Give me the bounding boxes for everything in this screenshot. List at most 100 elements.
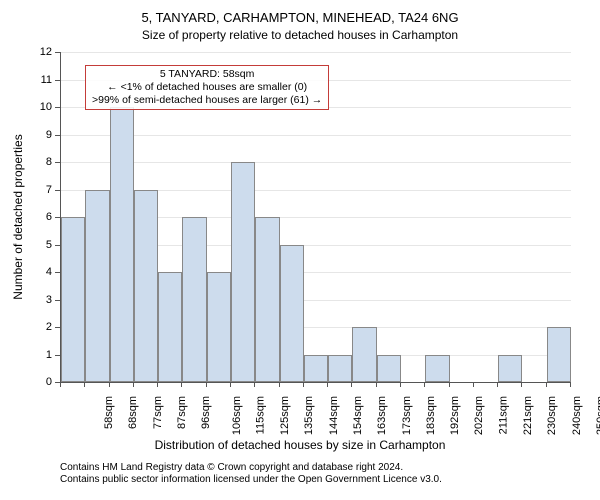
histogram-bar (231, 162, 255, 382)
x-tick-mark (303, 382, 304, 387)
x-tick-mark (424, 382, 425, 387)
chart-subtitle: Size of property relative to detached ho… (0, 28, 600, 42)
x-tick-label: 77sqm (152, 396, 164, 429)
histogram-bar (61, 217, 85, 382)
y-tick-mark (55, 355, 60, 356)
y-tick-mark (55, 327, 60, 328)
y-tick-mark (55, 272, 60, 273)
x-tick-mark (60, 382, 61, 387)
footer-text: Contains HM Land Registry data © Crown c… (60, 462, 442, 486)
y-tick-mark (55, 162, 60, 163)
histogram-bar (110, 107, 134, 382)
x-tick-label: 154sqm (352, 396, 364, 435)
x-tick-mark (327, 382, 328, 387)
x-tick-mark (473, 382, 474, 387)
y-tick-mark (55, 217, 60, 218)
annotation-line-2: ← <1% of detached houses are smaller (0) (92, 81, 322, 94)
y-tick-mark (55, 245, 60, 246)
histogram-bar (328, 355, 352, 383)
x-tick-mark (181, 382, 182, 387)
y-axis-title: Number of detached properties (11, 134, 25, 299)
x-tick-mark (449, 382, 450, 387)
x-tick-mark (230, 382, 231, 387)
x-tick-label: 58sqm (103, 396, 115, 429)
histogram-bar (547, 327, 571, 382)
x-tick-mark (351, 382, 352, 387)
x-tick-mark (206, 382, 207, 387)
histogram-bar (304, 355, 328, 383)
y-tick-label: 5 (34, 239, 52, 251)
y-tick-label: 2 (34, 321, 52, 333)
histogram-bar (182, 217, 206, 382)
x-tick-label: 96sqm (200, 396, 212, 429)
x-tick-label: 115sqm (254, 396, 266, 434)
x-tick-mark (497, 382, 498, 387)
y-tick-label: 6 (34, 211, 52, 223)
histogram-bar (352, 327, 376, 382)
chart-frame: 5, TANYARD, CARHAMPTON, MINEHEAD, TA24 6… (0, 0, 600, 500)
x-tick-label: 125sqm (279, 396, 291, 435)
x-tick-mark (570, 382, 571, 387)
annotation-box: 5 TANYARD: 58sqm ← <1% of detached house… (85, 65, 329, 110)
x-tick-mark (254, 382, 255, 387)
y-tick-label: 4 (34, 266, 52, 278)
histogram-bar (207, 272, 231, 382)
histogram-bar (498, 355, 522, 383)
y-tick-label: 11 (34, 74, 52, 86)
x-tick-mark (279, 382, 280, 387)
histogram-bar (134, 190, 158, 383)
x-tick-label: 221sqm (522, 396, 534, 435)
x-tick-mark (546, 382, 547, 387)
x-tick-label: 144sqm (328, 396, 340, 435)
x-tick-label: 183sqm (425, 396, 437, 435)
x-tick-label: 173sqm (401, 396, 413, 435)
histogram-bar (255, 217, 279, 382)
x-tick-mark (521, 382, 522, 387)
footer-line-1: Contains HM Land Registry data © Crown c… (60, 462, 442, 474)
x-tick-mark (133, 382, 134, 387)
y-tick-label: 9 (34, 129, 52, 141)
x-tick-label: 106sqm (231, 396, 243, 435)
x-tick-mark (376, 382, 377, 387)
y-tick-label: 7 (34, 184, 52, 196)
x-tick-label: 87sqm (176, 396, 188, 429)
histogram-bar (377, 355, 401, 383)
y-tick-mark (55, 190, 60, 191)
histogram-bar (280, 245, 304, 383)
x-tick-label: 240sqm (571, 396, 583, 435)
y-tick-mark (55, 300, 60, 301)
y-tick-label: 0 (34, 376, 52, 388)
gridline (61, 162, 571, 163)
x-tick-label: 192sqm (449, 396, 461, 435)
histogram-bar (158, 272, 182, 382)
x-tick-label: 135sqm (304, 396, 316, 435)
histogram-bar (425, 355, 449, 383)
y-tick-label: 3 (34, 294, 52, 306)
annotation-line-1: 5 TANYARD: 58sqm (92, 68, 322, 81)
x-tick-mark (109, 382, 110, 387)
y-tick-mark (55, 135, 60, 136)
x-tick-label: 230sqm (546, 396, 558, 435)
y-tick-mark (55, 107, 60, 108)
y-tick-label: 12 (34, 46, 52, 58)
y-tick-label: 10 (34, 101, 52, 113)
x-tick-label: 211sqm (497, 396, 509, 434)
x-tick-label: 202sqm (474, 396, 486, 435)
x-tick-label: 68sqm (127, 396, 139, 429)
y-tick-label: 8 (34, 156, 52, 168)
footer-line-2: Contains public sector information licen… (60, 474, 442, 486)
x-tick-label: 250sqm (595, 396, 600, 435)
x-axis-title: Distribution of detached houses by size … (0, 438, 600, 452)
gridline (61, 135, 571, 136)
annotation-line-3: >99% of semi-detached houses are larger … (92, 94, 322, 107)
y-tick-label: 1 (34, 349, 52, 361)
x-tick-mark (400, 382, 401, 387)
x-tick-mark (84, 382, 85, 387)
chart-title: 5, TANYARD, CARHAMPTON, MINEHEAD, TA24 6… (0, 10, 600, 25)
x-tick-mark (157, 382, 158, 387)
y-tick-mark (55, 80, 60, 81)
x-tick-label: 163sqm (376, 396, 388, 435)
gridline (61, 52, 571, 53)
y-tick-mark (55, 52, 60, 53)
histogram-bar (85, 190, 109, 383)
